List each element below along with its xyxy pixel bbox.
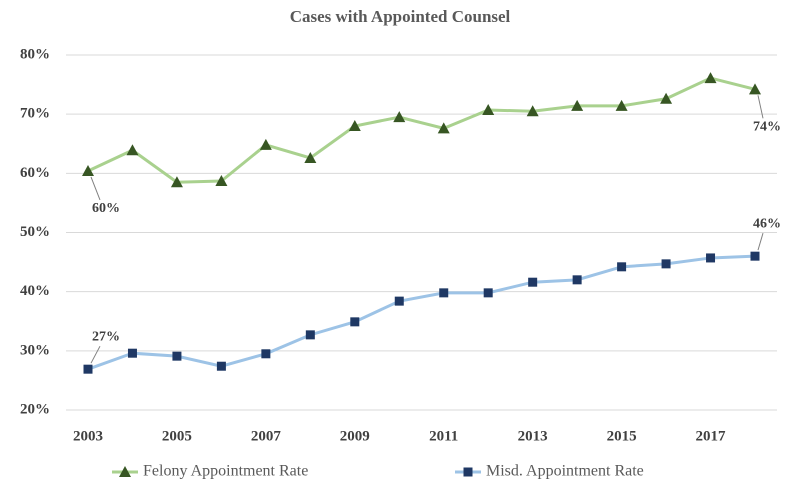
marker xyxy=(215,175,228,187)
leader-line xyxy=(90,176,101,201)
marker xyxy=(261,349,271,359)
leader-line xyxy=(757,95,764,119)
marker xyxy=(172,351,182,361)
marker xyxy=(126,144,139,156)
marker xyxy=(660,92,673,104)
legend-label: Felony Appointment Rate xyxy=(143,463,308,480)
data-label: 46% xyxy=(753,216,781,231)
x-tick-label: 2015 xyxy=(607,428,637,444)
marker xyxy=(528,277,538,287)
marker xyxy=(615,99,628,111)
chart-title: Cases with Appointed Counsel xyxy=(290,7,511,26)
marker xyxy=(437,122,450,134)
leader-line xyxy=(757,233,764,251)
data-label: 27% xyxy=(92,329,120,344)
marker xyxy=(259,138,272,150)
data-label: 74% xyxy=(753,120,781,135)
y-tick-label: 40% xyxy=(20,283,50,299)
marker xyxy=(82,164,94,176)
marker xyxy=(304,151,317,163)
marker xyxy=(83,364,93,374)
x-tick-label: 2013 xyxy=(518,428,548,444)
marker xyxy=(350,317,360,327)
y-tick-label: 50% xyxy=(20,224,50,240)
x-tick-label: 2005 xyxy=(162,428,192,444)
x-tick-label: 2017 xyxy=(696,428,727,444)
marker xyxy=(704,72,717,84)
marker xyxy=(617,262,627,272)
y-tick-label: 80% xyxy=(20,46,50,62)
legend-marker xyxy=(463,467,473,477)
marker xyxy=(483,288,493,298)
x-tick-label: 2007 xyxy=(251,428,282,444)
marker xyxy=(170,176,183,188)
y-tick-label: 60% xyxy=(20,165,50,181)
x-tick-label: 2003 xyxy=(73,428,103,444)
marker xyxy=(572,275,582,285)
legend-marker xyxy=(119,466,131,477)
marker xyxy=(305,330,315,340)
x-tick-label: 2009 xyxy=(340,428,370,444)
marker xyxy=(482,104,495,116)
marker xyxy=(393,111,406,123)
marker xyxy=(216,361,226,371)
marker xyxy=(127,348,137,358)
series-line xyxy=(87,76,756,184)
x-tick-label: 2011 xyxy=(429,428,458,444)
y-tick-label: 70% xyxy=(20,106,50,122)
series-line xyxy=(87,254,756,371)
leader-line xyxy=(90,345,101,364)
marker xyxy=(348,120,361,131)
marker xyxy=(750,251,760,261)
marker xyxy=(394,296,404,306)
data-label: 60% xyxy=(92,201,120,216)
marker xyxy=(706,253,716,263)
y-tick-label: 20% xyxy=(20,401,50,417)
marker xyxy=(661,259,671,269)
legend-label: Misd. Appointment Rate xyxy=(486,463,644,480)
marker xyxy=(526,105,539,117)
marker xyxy=(749,83,761,95)
marker xyxy=(571,99,584,111)
y-tick-label: 30% xyxy=(20,342,50,358)
marker xyxy=(439,288,449,298)
